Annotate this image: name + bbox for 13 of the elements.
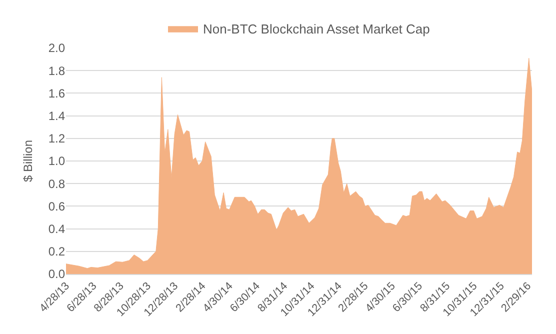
y-tick-label: 0.4 [48, 222, 66, 236]
y-tick-label: 0.8 [48, 176, 66, 191]
y-tick-label: 0.0 [48, 267, 66, 282]
y-tick-label: 1.8 [48, 64, 66, 78]
legend-label: Non-BTC Blockchain Asset Market Cap [203, 22, 430, 36]
y-tick-label: 0.2 [48, 244, 66, 259]
y-tick-label: 0.6 [48, 199, 66, 214]
y-tick-label: 1.4 [48, 109, 66, 123]
y-axis-title: $ Billion [21, 140, 35, 182]
y-tick-label: 1.0 [48, 154, 66, 168]
y-tick-label: 1.6 [48, 86, 66, 100]
y-tick-label: 1.2 [48, 132, 66, 146]
y-tick-label: 2.0 [48, 41, 66, 56]
